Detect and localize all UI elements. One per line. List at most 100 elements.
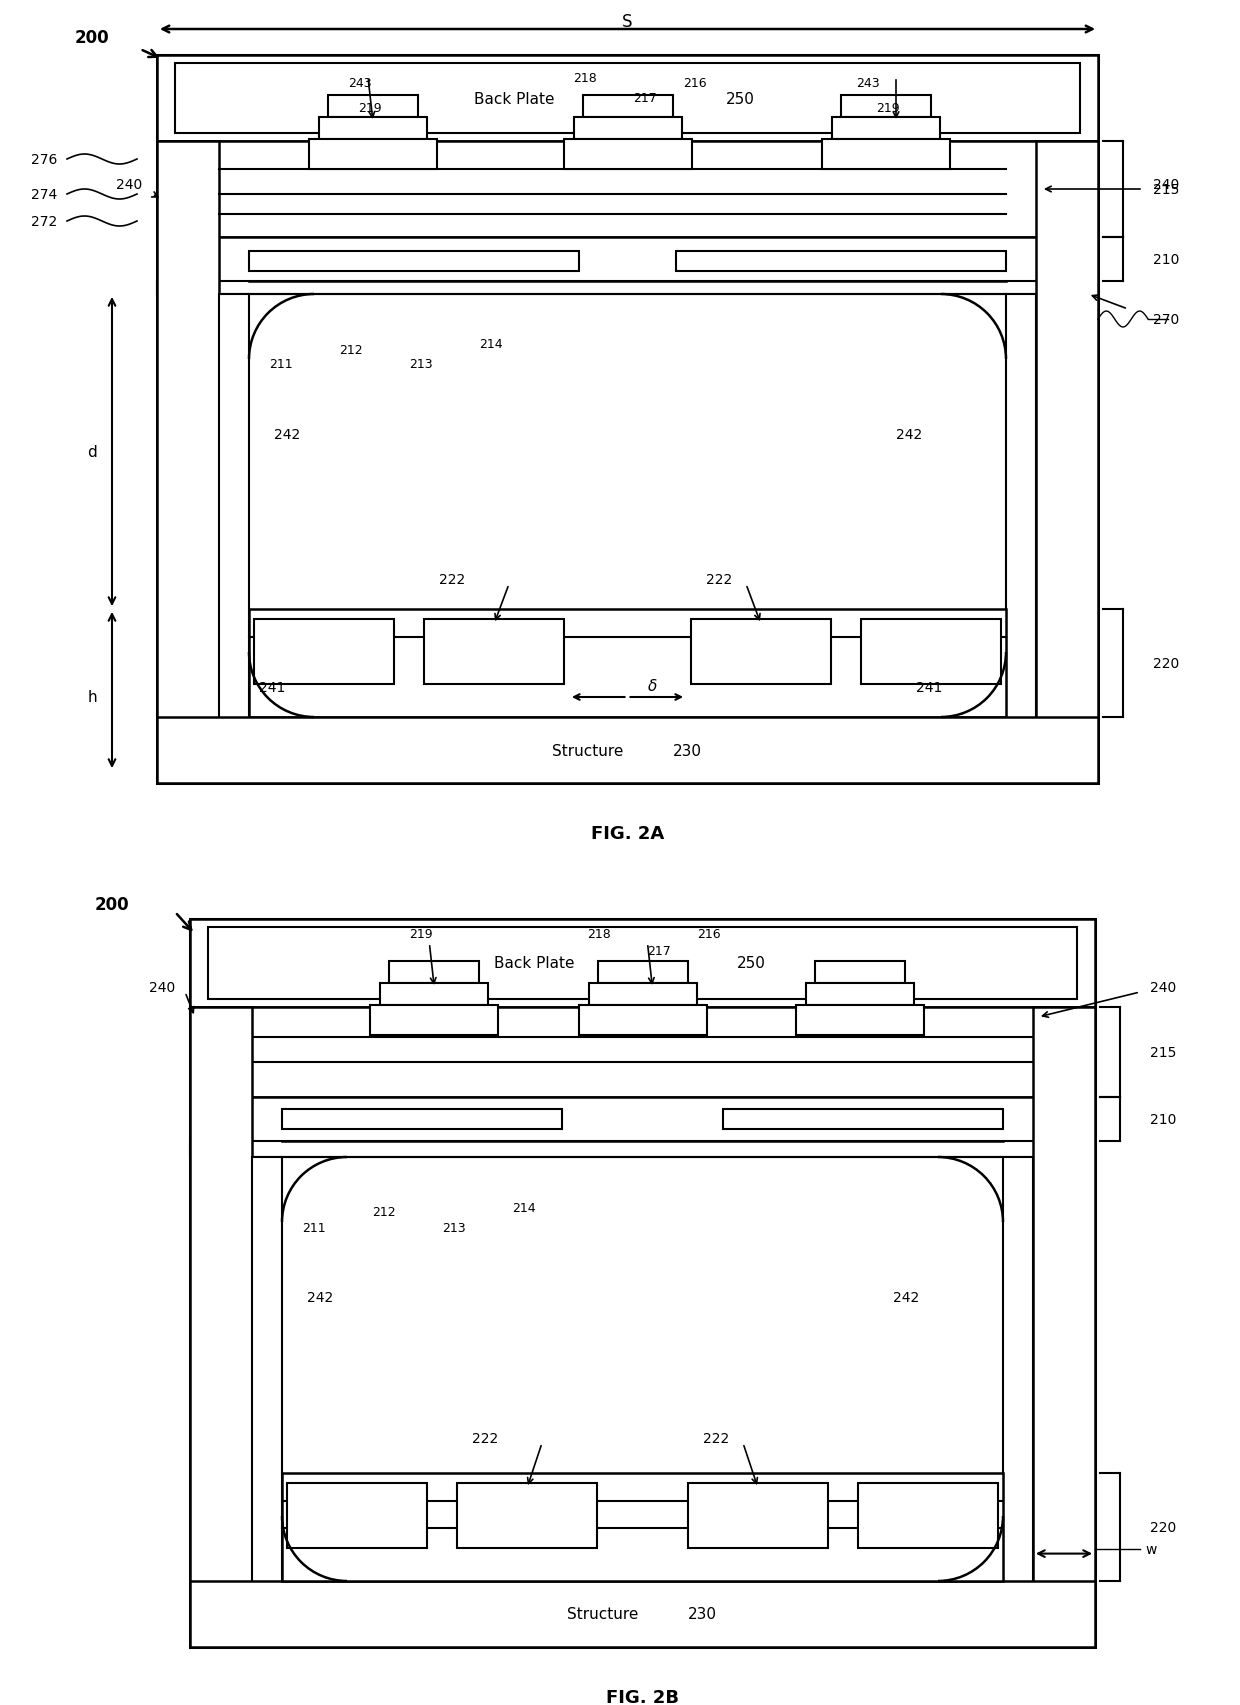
Bar — [157, 142, 1097, 239]
Bar — [281, 1473, 1003, 1581]
Bar — [589, 984, 697, 1006]
Bar — [1033, 1008, 1095, 1647]
Text: 240: 240 — [1149, 980, 1177, 994]
Bar — [1006, 295, 1035, 784]
Bar — [564, 140, 692, 170]
Text: 210: 210 — [1149, 1112, 1177, 1127]
Text: 211: 211 — [269, 358, 293, 372]
Bar — [458, 1483, 596, 1548]
Bar — [219, 295, 249, 784]
Bar — [175, 65, 1080, 135]
Text: 213: 213 — [441, 1221, 466, 1234]
Text: 242: 242 — [893, 1291, 919, 1304]
Bar — [389, 962, 480, 984]
Text: FIG. 2A: FIG. 2A — [591, 825, 665, 842]
Bar — [574, 118, 682, 140]
Bar — [281, 1110, 562, 1129]
Text: S: S — [622, 14, 632, 31]
Text: 218: 218 — [588, 928, 611, 939]
Text: 241: 241 — [916, 680, 942, 694]
Bar — [157, 718, 1097, 784]
Text: 230: 230 — [688, 1606, 717, 1621]
Text: $\delta$: $\delta$ — [647, 677, 657, 694]
Text: Back Plate: Back Plate — [494, 957, 574, 970]
Bar — [190, 1581, 1095, 1647]
Text: 200: 200 — [95, 895, 130, 914]
Text: FIG. 2B: FIG. 2B — [606, 1688, 680, 1705]
Bar — [598, 962, 687, 984]
Bar — [371, 1006, 498, 1035]
Text: 240: 240 — [1153, 177, 1179, 193]
Bar — [691, 619, 831, 685]
Bar — [1035, 142, 1097, 784]
Bar — [252, 1158, 281, 1647]
Text: 214: 214 — [479, 338, 502, 351]
Text: d: d — [87, 445, 97, 460]
Text: 242: 242 — [897, 428, 923, 442]
Text: 250: 250 — [725, 92, 755, 106]
Text: 222: 222 — [472, 1430, 498, 1446]
Bar — [858, 1483, 998, 1548]
Text: 219: 219 — [409, 928, 433, 939]
Bar — [208, 928, 1078, 999]
Text: h: h — [87, 689, 97, 704]
Bar — [157, 239, 1097, 281]
Text: 216: 216 — [683, 77, 707, 89]
Text: 240: 240 — [115, 177, 143, 193]
Text: 211: 211 — [303, 1221, 326, 1234]
Text: 217: 217 — [647, 945, 671, 958]
Text: 212: 212 — [339, 343, 362, 356]
Text: 276: 276 — [31, 153, 57, 167]
Text: w: w — [1145, 1541, 1157, 1555]
Text: 243: 243 — [348, 77, 372, 89]
Text: Structure: Structure — [567, 1606, 639, 1621]
Bar — [579, 1006, 707, 1035]
Text: 240: 240 — [149, 980, 175, 994]
Text: 250: 250 — [737, 957, 765, 970]
Bar — [157, 56, 1097, 784]
Text: 270: 270 — [1153, 312, 1179, 327]
Text: 241: 241 — [259, 680, 285, 694]
Bar — [157, 281, 1097, 295]
Bar — [190, 1008, 252, 1647]
Bar — [861, 619, 1001, 685]
Text: 272: 272 — [31, 215, 57, 228]
Text: 222: 222 — [706, 573, 733, 587]
Bar — [832, 118, 940, 140]
Bar — [190, 1008, 1095, 1098]
Text: 220: 220 — [1149, 1521, 1177, 1535]
Bar — [329, 95, 418, 118]
Bar — [424, 619, 564, 685]
Text: 212: 212 — [372, 1205, 396, 1219]
Text: 214: 214 — [512, 1200, 536, 1214]
Bar — [249, 610, 1006, 718]
Bar — [190, 1141, 1095, 1158]
Bar — [190, 1098, 1095, 1141]
Text: 215: 215 — [1153, 182, 1179, 196]
Bar — [688, 1483, 828, 1548]
Bar — [815, 962, 905, 984]
Text: 243: 243 — [856, 77, 879, 89]
Text: 210: 210 — [1153, 252, 1179, 268]
Text: Structure: Structure — [552, 743, 624, 759]
Bar — [249, 252, 579, 271]
Bar — [806, 984, 914, 1006]
Text: 242: 242 — [274, 428, 300, 442]
Text: 215: 215 — [1149, 1045, 1177, 1059]
Bar — [1003, 1158, 1033, 1647]
Bar — [676, 252, 1006, 271]
Bar — [723, 1110, 1003, 1129]
Text: 216: 216 — [698, 928, 722, 939]
Text: 219: 219 — [875, 101, 900, 114]
Bar — [157, 56, 1097, 142]
Bar — [796, 1006, 924, 1035]
Text: 220: 220 — [1153, 656, 1179, 670]
Text: 222: 222 — [439, 573, 465, 587]
Text: 219: 219 — [358, 101, 382, 114]
Bar — [822, 140, 950, 170]
Text: 200: 200 — [74, 29, 109, 48]
Text: 213: 213 — [409, 358, 433, 372]
Text: 242: 242 — [308, 1291, 334, 1304]
Bar — [309, 140, 436, 170]
Bar — [254, 619, 394, 685]
